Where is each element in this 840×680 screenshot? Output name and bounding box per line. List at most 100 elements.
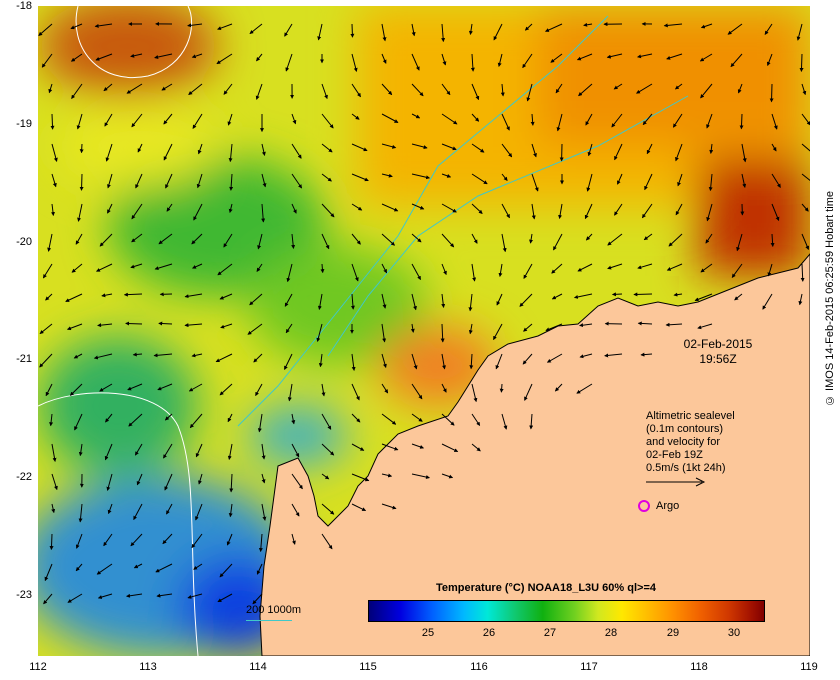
velocity-arrow: [65, 293, 83, 302]
velocity-arrow: [317, 23, 323, 41]
velocity-arrow: [411, 83, 424, 97]
velocity-arrow: [553, 233, 563, 251]
velocity-arrow: [381, 23, 387, 42]
velocity-arrow: [501, 113, 510, 131]
velocity-arrow: [191, 353, 203, 358]
velocity-arrow: [470, 53, 475, 72]
velocity-arrow: [158, 233, 173, 245]
velocity-arrow: [531, 203, 536, 220]
velocity-arrow: [51, 143, 58, 162]
velocity-arrow: [261, 473, 266, 484]
velocity-arrow: [381, 113, 399, 123]
velocity-arrow: [544, 23, 563, 32]
velocity-arrow: [531, 173, 539, 192]
velocity-arrow: [94, 23, 113, 28]
velocity-arrow: [381, 173, 393, 178]
velocity-arrow: [228, 143, 233, 163]
velocity-arrow: [529, 233, 534, 244]
velocity-arrow: [604, 353, 623, 358]
velocity-arrow: [771, 143, 777, 152]
velocity-arrow: [164, 473, 173, 491]
velocity-arrow: [249, 293, 263, 306]
velocity-arrow: [75, 563, 83, 572]
velocity-arrow: [351, 473, 370, 482]
velocity-arrow: [101, 293, 113, 298]
velocity-arrow: [550, 53, 563, 63]
velocity-arrow: [709, 143, 714, 154]
velocity-arrow: [441, 413, 455, 426]
velocity-arrow: [666, 263, 683, 271]
velocity-arrow: [637, 321, 653, 326]
x-tick-label: 119: [800, 661, 818, 673]
velocity-arrow: [261, 173, 267, 188]
velocity-arrow: [217, 23, 233, 31]
velocity-arrow: [154, 53, 173, 59]
y-tick-label: -18: [16, 0, 32, 12]
x-tick-label: 112: [29, 661, 47, 673]
velocity-arrow: [529, 413, 534, 430]
velocity-arrow: [697, 323, 713, 330]
velocity-arrow: [130, 533, 143, 547]
velocity-arrow: [261, 443, 266, 460]
velocity-arrow: [767, 263, 773, 277]
altimetry-line: Altimetric sealevel: [646, 410, 735, 422]
velocity-arrow: [576, 383, 593, 394]
velocity-arrow: [99, 233, 113, 247]
velocity-arrow: [573, 293, 593, 299]
velocity-arrow: [126, 593, 143, 598]
x-tick-label: 116: [470, 661, 488, 673]
colorbar: [368, 600, 765, 622]
velocity-arrow: [501, 203, 510, 219]
velocity-arrow: [351, 113, 360, 120]
velocity-arrow: [524, 23, 533, 31]
velocity-arrow: [104, 443, 113, 461]
sst-map[interactable]: [38, 6, 810, 656]
velocity-arrow: [256, 53, 263, 62]
velocity-arrow: [161, 83, 173, 91]
velocity-arrow: [585, 113, 593, 126]
velocity-arrow: [381, 503, 397, 510]
velocity-arrow: [351, 443, 365, 451]
velocity-arrow: [69, 383, 83, 396]
velocity-arrow: [551, 293, 563, 300]
velocity-arrow: [381, 53, 387, 64]
velocity-arrow: [95, 263, 113, 272]
velocity-arrow: [291, 233, 296, 249]
velocity-arrow: [291, 503, 300, 517]
velocity-arrow: [44, 563, 53, 582]
velocity-arrow: [184, 323, 203, 328]
velocity-arrow: [585, 233, 593, 241]
velocity-arrow: [258, 533, 263, 553]
velocity-arrow: [71, 83, 83, 100]
velocity-arrow: [97, 323, 113, 328]
velocity-arrow: [192, 113, 203, 129]
velocity-arrow: [798, 293, 803, 306]
velocity-arrow: [586, 173, 593, 192]
velocity-arrow: [411, 233, 422, 243]
velocity-arrow: [666, 53, 683, 60]
velocity-arrow: [321, 503, 335, 515]
velocity-arrow: [156, 593, 173, 598]
velocity-arrow: [133, 563, 143, 569]
velocity-arrow: [441, 23, 446, 43]
velocity-arrow: [188, 383, 203, 392]
velocity-arrow: [646, 143, 653, 155]
velocity-arrow: [76, 113, 83, 130]
velocity-arrow: [611, 113, 623, 128]
velocity-arrow: [495, 353, 503, 370]
velocity-arrow: [153, 353, 173, 358]
velocity-arrow: [196, 173, 203, 189]
colorbar-tick: 29: [666, 627, 680, 639]
velocity-arrow: [107, 503, 113, 515]
velocity-arrow: [256, 263, 263, 272]
velocity-arrow: [546, 353, 563, 363]
velocity-arrow: [554, 383, 563, 392]
velocity-arrow: [188, 83, 203, 96]
velocity-arrow: [440, 323, 445, 343]
velocity-arrow: [583, 22, 593, 27]
velocity-arrow: [285, 53, 293, 72]
velocity-arrow: [441, 83, 451, 96]
velocity-arrow: [351, 203, 363, 211]
velocity-arrow: [126, 83, 143, 94]
sealevel-contour-2: [38, 392, 199, 656]
